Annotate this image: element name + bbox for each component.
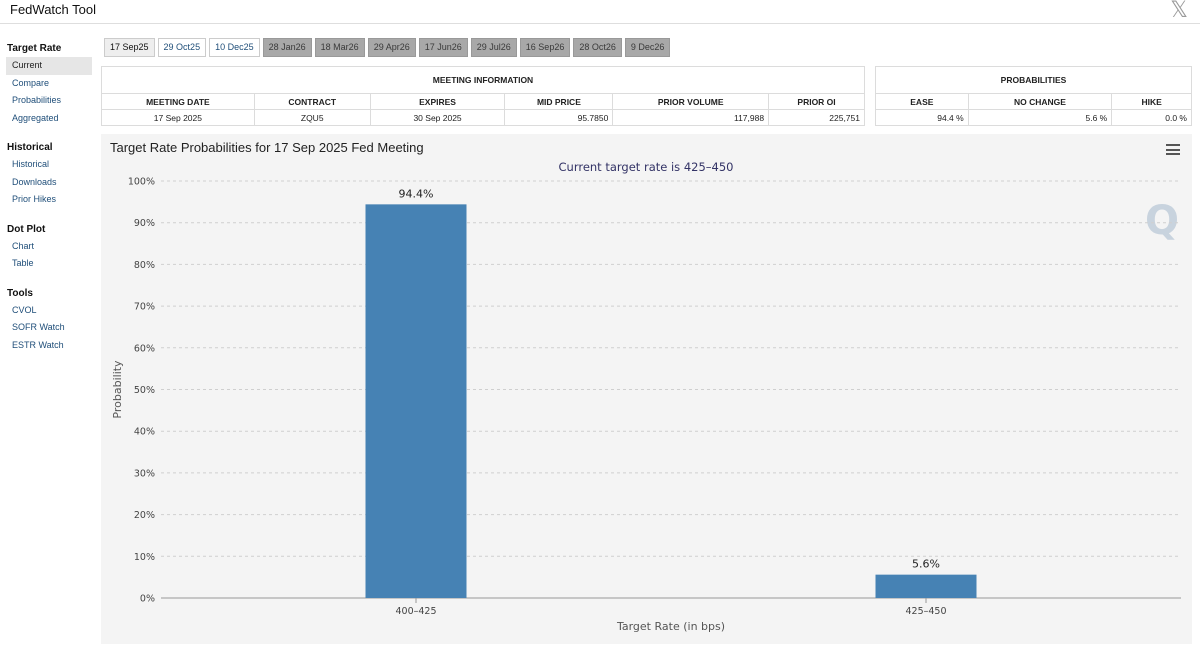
- y-tick-label: 60%: [134, 343, 155, 354]
- sidebar-nav: Target Rate Current Compare Probabilities Ag…: [0, 40, 96, 366]
- y-tick-label: 50%: [134, 385, 155, 396]
- tab-17-sep25[interactable]: 17 Sep25: [104, 38, 155, 57]
- tab-10-dec25[interactable]: 10 Dec25: [209, 38, 260, 57]
- meeting-header-cell: PRIOR VOLUME: [612, 93, 770, 110]
- x-tick-label: 400–425: [395, 606, 436, 617]
- probability-value-row: 94.4 % 5.6 % 0.0 %: [875, 109, 1192, 126]
- x-axis-title: Target Rate (in bps): [616, 620, 725, 633]
- meeting-value-row: 17 Sep 2025 ZQU5 30 Sep 2025 95.7850 117,988…: [101, 109, 865, 126]
- sidebar-heading-historical: Historical: [7, 142, 53, 153]
- bar-chart: Current target rate is 425–450 Q 0% 10% 20% 3…: [111, 160, 1181, 633]
- tab-18-mar26[interactable]: 18 Mar26: [314, 38, 365, 57]
- probability-header-cell: HIKE: [1111, 93, 1192, 110]
- sidebar-item-sofr-watch[interactable]: SOFR Watch: [12, 322, 65, 332]
- watermark-q-logo: Q: [1145, 198, 1179, 244]
- top-bar: FedWatch Tool 𝕏: [0, 0, 1200, 24]
- sidebar-section-historical: Historical Historical Downloads Prior Hikes: [0, 139, 96, 209]
- tab-28-jan26[interactable]: 28 Jan26: [262, 38, 312, 57]
- meeting-header-cell: CONTRACT: [253, 93, 371, 110]
- meeting-header-cell: EXPIRES: [369, 93, 506, 110]
- meeting-header-cell: PRIOR OI: [768, 93, 865, 110]
- y-tick-label: 90%: [134, 218, 155, 229]
- meeting-value-cell: 30 Sep 2025: [369, 109, 506, 126]
- meeting-information-title: MEETING INFORMATION: [101, 66, 865, 94]
- sidebar-item-historical[interactable]: Historical: [12, 159, 50, 169]
- tab-29-oct25[interactable]: 29 Oct25: [157, 38, 207, 57]
- y-tick-label: 10%: [134, 552, 155, 563]
- bar-data-label: 5.6%: [912, 558, 940, 571]
- app-title: FedWatch Tool: [10, 2, 96, 17]
- sidebar-section-tools: Tools CVOL SOFR Watch ESTR Watch: [0, 285, 96, 355]
- probability-value-cell: 0.0 %: [1111, 109, 1192, 126]
- y-tick-label: 0%: [140, 594, 155, 605]
- tab-29-jul26[interactable]: 29 Jul26: [470, 38, 517, 57]
- meeting-value-cell: 17 Sep 2025: [101, 109, 255, 126]
- probabilities-title: PROBABILITIES: [875, 66, 1192, 94]
- bar-400-425: [365, 204, 467, 598]
- sidebar-item-downloads[interactable]: Downloads: [12, 176, 57, 187]
- tab-9-dec26[interactable]: 9 Dec26: [624, 38, 671, 57]
- meeting-value-cell: 117,988: [612, 109, 770, 126]
- meeting-header-cell: MID PRICE: [504, 93, 614, 110]
- meeting-header-cell: MEETING DATE: [101, 93, 255, 110]
- probability-value-cell: 5.6 %: [967, 109, 1113, 126]
- tab-16-sep26[interactable]: 16 Sep26: [519, 38, 571, 57]
- sidebar-section-target-rate: Target Rate Current Compare Probabilities Ag…: [0, 40, 96, 127]
- bar-425-450: [875, 574, 977, 598]
- y-axis-title: Probability: [111, 360, 124, 419]
- tab-29-apr26[interactable]: 29 Apr26: [367, 38, 416, 57]
- sidebar-heading-tools: Tools: [7, 287, 33, 299]
- probability-header-row: EASE NO CHANGE HIKE: [875, 93, 1192, 110]
- sidebar-item-estr-watch[interactable]: ESTR Watch: [12, 339, 64, 350]
- sidebar-item-chart[interactable]: Chart: [12, 240, 35, 251]
- sidebar-item-cvol[interactable]: CVOL: [12, 304, 37, 315]
- probability-header-cell: EASE: [875, 93, 969, 110]
- meeting-header-row: MEETING DATE CONTRACT EXPIRES MID PRICE PRIO…: [101, 93, 865, 110]
- sidebar-item-probabilities[interactable]: Probabilities: [12, 95, 62, 105]
- chart-panel: Target Rate Probabilities for 17 Sep 202…: [101, 134, 1192, 644]
- tab-28-oct26[interactable]: 28 Oct26: [573, 38, 622, 57]
- chart-subtitle: Current target rate is 425–450: [559, 160, 734, 174]
- x-logo-icon[interactable]: 𝕏: [1170, 0, 1188, 23]
- y-tick-label: 70%: [134, 302, 155, 313]
- probability-header-cell: NO CHANGE: [967, 93, 1113, 110]
- x-tick-label: 425–450: [905, 606, 946, 617]
- sidebar-item-prior-hikes[interactable]: Prior Hikes: [12, 194, 57, 204]
- meeting-tabs: 17 Sep25 29 Oct25 10 Dec25 28 Jan26 18 Mar26…: [104, 38, 671, 57]
- chart-title: Target Rate Probabilities for 17 Sep 202…: [110, 140, 424, 155]
- meeting-value-cell: ZQU5: [253, 109, 371, 126]
- sidebar-item-compare[interactable]: Compare: [12, 77, 50, 88]
- y-tick-label: 40%: [134, 427, 155, 438]
- meeting-value-cell: 225,751: [768, 109, 865, 126]
- meeting-information-table: MEETING INFORMATION MEETING DATE CONTRACT…: [101, 66, 865, 126]
- hamburger-menu-icon[interactable]: [1166, 144, 1180, 155]
- probabilities-table: PROBABILITIES EASE NO CHANGE HIKE 94.4 % 5.…: [875, 66, 1192, 126]
- sidebar-heading-target-rate: Target Rate: [7, 43, 62, 54]
- meeting-value-cell: 95.7850: [504, 109, 614, 126]
- bar-data-label: 94.4%: [399, 187, 434, 200]
- sidebar-item-table[interactable]: Table: [12, 258, 34, 268]
- sidebar-item-current[interactable]: Current: [6, 57, 92, 75]
- y-tick-label: 30%: [134, 468, 155, 479]
- y-tick-label: 80%: [134, 260, 155, 271]
- sidebar-item-aggregated[interactable]: Aggregated: [12, 112, 59, 123]
- sidebar-section-dot-plot: Dot Plot Chart Table: [0, 221, 96, 273]
- y-tick-label: 20%: [134, 510, 155, 521]
- probability-value-cell: 94.4 %: [875, 109, 969, 126]
- tab-17-jun26[interactable]: 17 Jun26: [418, 38, 468, 57]
- sidebar-heading-dot-plot: Dot Plot: [7, 223, 46, 235]
- y-tick-label: 100%: [128, 177, 155, 188]
